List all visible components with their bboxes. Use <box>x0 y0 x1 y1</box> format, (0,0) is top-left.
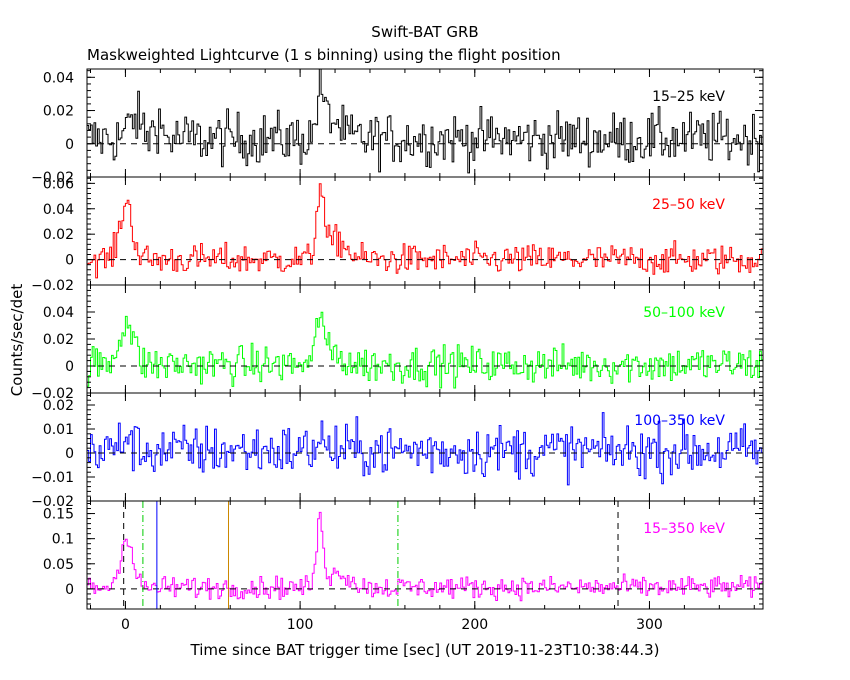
panel-15-350: 0 0.05 0.1 0.15 15–350 keV 0 100 200 300 <box>43 500 764 633</box>
x-tick-label: 100 <box>287 617 314 633</box>
y-tick-label: 0.04 <box>43 305 74 321</box>
y-tick-label: 0 <box>65 359 74 375</box>
y-tick-label: −0.01 <box>31 470 74 486</box>
y-tick-label: −0.02 <box>31 278 74 294</box>
panel-frame <box>86 500 764 610</box>
band-label: 100–350 keV <box>634 413 725 429</box>
y-tick-label: 0.02 <box>43 398 74 414</box>
band-label: 15–350 keV <box>643 521 725 537</box>
panel-100-350: −0.02 −0.01 0 0.01 0.02 100–350 keV <box>31 392 764 510</box>
chart-subtitle: Maskweighted Lightcurve (1 s binning) us… <box>87 46 561 64</box>
panel-15-25: −0.02 0 0.02 0.04 15–25 keV <box>31 68 764 186</box>
y-tick-label: −0.02 <box>31 386 74 402</box>
panel-25-50: −0.02 0 0.02 0.04 0.06 25–50 keV <box>31 176 764 294</box>
y-tick-label: 0.05 <box>43 557 74 573</box>
series-100-350-line <box>87 412 764 486</box>
x-tick-label: 0 <box>121 617 130 633</box>
y-tick-label: 0.15 <box>43 507 74 523</box>
y-tick-label: 0.1 <box>52 532 74 548</box>
series-15-350-line <box>87 511 764 602</box>
series-50-100-line <box>87 311 764 389</box>
x-tick-label: 200 <box>461 617 488 633</box>
panels-group: −0.02 0 0.02 0.04 15–25 keV −0.02 0 0.02 0.04 0.0… <box>31 68 764 633</box>
y-tick-label: 0.04 <box>43 202 74 218</box>
x-tick-label: 300 <box>636 617 663 633</box>
x-axis-label: Time since BAT trigger time [sec] (UT 20… <box>190 641 660 659</box>
band-label: 15–25 keV <box>652 89 725 105</box>
series-25-50-line <box>87 183 764 279</box>
y-tick-label: 0.01 <box>43 422 74 438</box>
chart-title: Swift-BAT GRB <box>371 23 478 41</box>
band-label: 50–100 keV <box>643 305 725 321</box>
y-tick-label: −0.02 <box>31 494 74 510</box>
panel-frame <box>86 68 764 178</box>
y-tick-label: −0.02 <box>31 170 74 186</box>
y-tick-label: 0 <box>65 253 74 269</box>
y-tick-label: 0 <box>65 446 74 462</box>
y-tick-label: 0 <box>65 582 74 598</box>
y-tick-label: 0.02 <box>43 104 74 120</box>
y-tick-label: 0 <box>65 137 74 153</box>
y-tick-label: 0.02 <box>43 227 74 243</box>
panel-frame <box>86 284 764 394</box>
band-label: 25–50 keV <box>652 197 725 213</box>
series-15-25-line <box>87 68 764 174</box>
y-axis-label: Counts/sec/det <box>8 284 26 397</box>
y-tick-label: 0.02 <box>43 332 74 348</box>
y-tick-label: 0.06 <box>43 176 74 192</box>
panel-50-100: −0.02 0 0.02 0.04 50–100 keV <box>31 284 764 402</box>
y-tick-label: 0.04 <box>43 70 74 86</box>
